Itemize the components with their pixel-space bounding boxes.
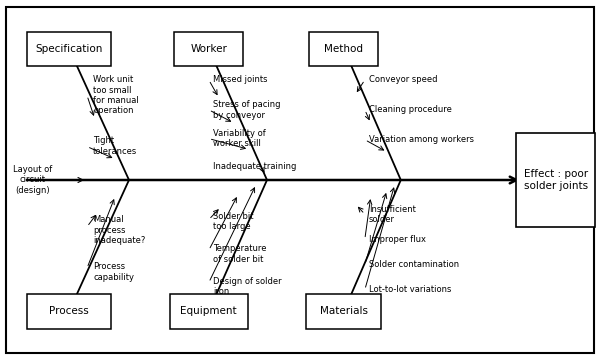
FancyBboxPatch shape [27,31,111,66]
Text: Improper flux: Improper flux [369,235,426,244]
Text: Variation among workers: Variation among workers [369,135,474,144]
FancyBboxPatch shape [174,31,244,66]
FancyBboxPatch shape [27,294,111,328]
Text: Materials: Materials [320,306,368,316]
FancyBboxPatch shape [306,294,382,328]
Text: Work unit
too small
for manual
operation: Work unit too small for manual operation [93,75,139,116]
Text: Specification: Specification [35,44,103,54]
Text: Lot-to-lot variations: Lot-to-lot variations [369,285,451,294]
FancyBboxPatch shape [170,294,248,328]
FancyBboxPatch shape [516,133,595,227]
Text: Temperature
of solder bit: Temperature of solder bit [213,244,266,264]
Text: Worker: Worker [190,44,227,54]
Text: Manual
process
inadequate?: Manual process inadequate? [93,216,145,245]
FancyBboxPatch shape [310,31,378,66]
Text: Conveyor speed: Conveyor speed [369,76,437,85]
Text: Layout of
circuit
(design): Layout of circuit (design) [13,165,53,195]
Text: Process: Process [49,306,89,316]
Text: Inadequate training: Inadequate training [213,162,296,171]
Text: Effect : poor
solder joints: Effect : poor solder joints [524,169,587,191]
Text: Solder contamination: Solder contamination [369,260,459,269]
Text: Missed joints: Missed joints [213,76,268,85]
Text: Stress of pacing
by conveyor: Stress of pacing by conveyor [213,100,281,120]
Text: Equipment: Equipment [181,306,237,316]
Text: Method: Method [324,44,363,54]
Text: Process
capability: Process capability [93,262,134,282]
Text: Cleaning procedure: Cleaning procedure [369,105,452,114]
Text: Solder bit
too large: Solder bit too large [213,212,254,231]
Text: Insufficient
solder: Insufficient solder [369,204,416,224]
Text: Tight
tolerances: Tight tolerances [93,136,137,156]
Text: Design of solder
iron: Design of solder iron [213,276,281,296]
Text: Variability of
worker skill: Variability of worker skill [213,129,266,148]
